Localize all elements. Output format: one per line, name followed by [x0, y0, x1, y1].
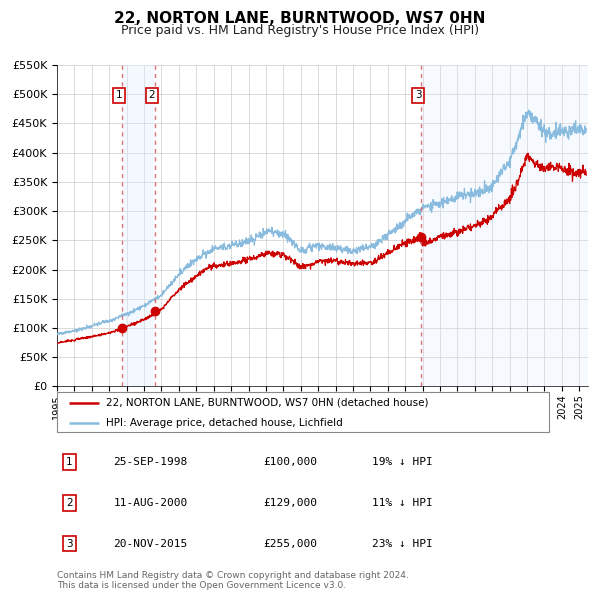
- Text: 11% ↓ HPI: 11% ↓ HPI: [372, 498, 433, 508]
- Text: 11-AUG-2000: 11-AUG-2000: [113, 498, 188, 508]
- Text: 25-SEP-1998: 25-SEP-1998: [113, 457, 188, 467]
- Text: £255,000: £255,000: [263, 539, 317, 549]
- Bar: [122, 65, 155, 386]
- Text: 22, NORTON LANE, BURNTWOOD, WS7 0HN: 22, NORTON LANE, BURNTWOOD, WS7 0HN: [115, 11, 485, 25]
- Text: 23% ↓ HPI: 23% ↓ HPI: [372, 539, 433, 549]
- Text: Contains HM Land Registry data © Crown copyright and database right 2024.
This d: Contains HM Land Registry data © Crown c…: [57, 571, 409, 590]
- FancyBboxPatch shape: [57, 392, 549, 432]
- Text: Price paid vs. HM Land Registry's House Price Index (HPI): Price paid vs. HM Land Registry's House …: [121, 24, 479, 37]
- Text: HPI: Average price, detached house, Lichfield: HPI: Average price, detached house, Lich…: [106, 418, 343, 428]
- Text: 2: 2: [149, 90, 155, 100]
- Text: 1: 1: [116, 90, 122, 100]
- Text: £129,000: £129,000: [263, 498, 317, 508]
- Text: 2: 2: [66, 498, 73, 508]
- Text: 3: 3: [66, 539, 73, 549]
- Bar: [421, 65, 588, 386]
- Text: 20-NOV-2015: 20-NOV-2015: [113, 539, 188, 549]
- Text: 19% ↓ HPI: 19% ↓ HPI: [372, 457, 433, 467]
- Text: £100,000: £100,000: [263, 457, 317, 467]
- Text: 1: 1: [66, 457, 73, 467]
- Text: 22, NORTON LANE, BURNTWOOD, WS7 0HN (detached house): 22, NORTON LANE, BURNTWOOD, WS7 0HN (det…: [106, 398, 428, 408]
- Text: 3: 3: [415, 90, 422, 100]
